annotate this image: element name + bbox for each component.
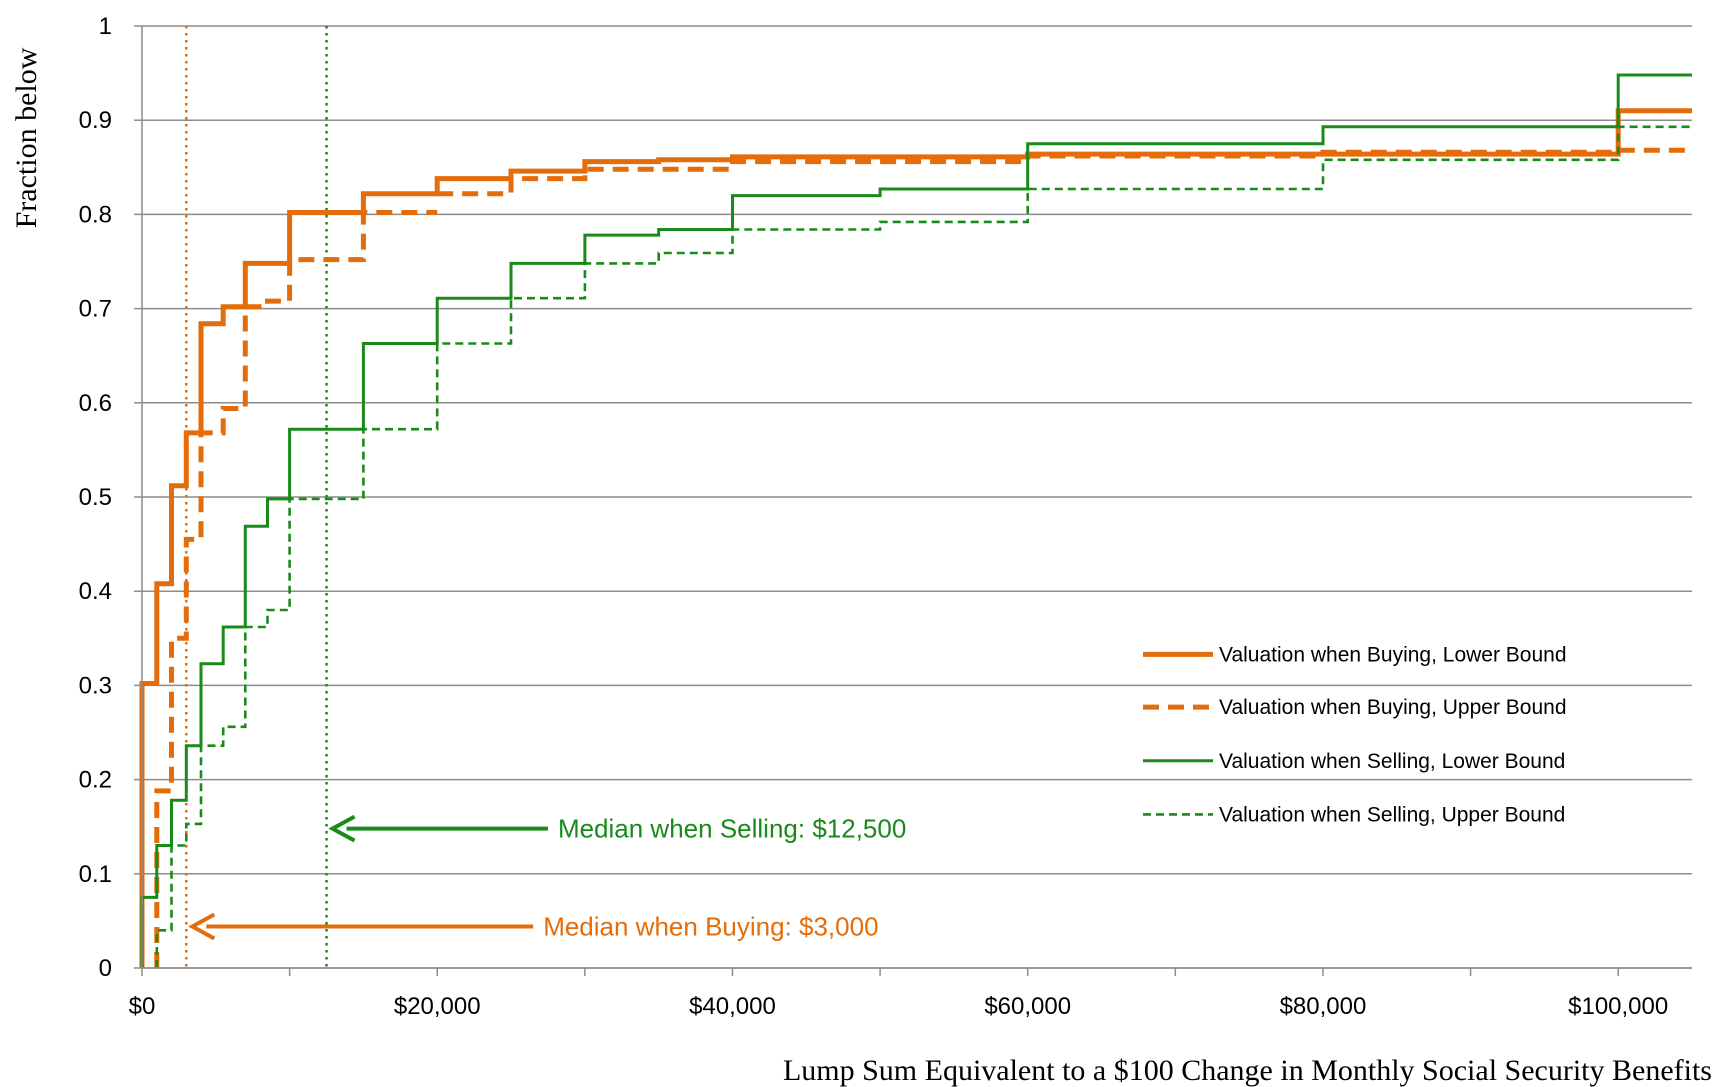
x-axis-title: Lump Sum Equivalent to a $100 Change in … [783,1054,1712,1087]
annotations: Median when Selling: $12,500 Median when … [188,814,906,942]
legend-label-0: Valuation when Buying, Lower Bound [1219,643,1567,666]
series-line-2 [140,73,1692,968]
x-tick-label-2: $40,000 [689,993,776,1020]
axes: 0 0.1 0.2 0.3 0.4 0.5 0.6 0.7 0.8 0.9 1 $0 $20,000 $4… [79,13,1692,1020]
y-tick-label-7: 0.7 [79,296,112,323]
annotation-label-1: Median when Buying: $3,000 [543,912,878,942]
series-line-0 [139,108,1692,968]
x-tick-label-1: $20,000 [394,993,481,1020]
annotation-arrow-head-1 [188,912,216,941]
x-tick-label-5: $100,000 [1568,993,1668,1020]
x-tick-label-4: $80,000 [1280,993,1367,1020]
annotation-arrow-head-0 [328,814,356,843]
legend-label-2: Valuation when Selling, Lower Bound [1219,750,1565,773]
y-tick-label-1: 0.1 [79,861,112,888]
annotation-label-0: Median when Selling: $12,500 [558,814,906,844]
y-tick-label-4: 0.4 [79,578,112,605]
y-axis-title: Fraction below [10,47,43,228]
series-lines [139,73,1692,968]
y-tick-label-2: 0.2 [79,767,112,794]
series-line-3 [155,125,1692,968]
series-line-1 [154,210,438,968]
y-tick-label-3: 0.3 [79,672,112,699]
x-tick-label-0: $0 [129,993,156,1020]
y-tick-label-5: 0.5 [79,484,112,511]
y-tick-label-10: 1 [99,13,112,40]
median-reference-lines [185,26,328,968]
x-tick-label-3: $60,000 [984,993,1071,1020]
legend-label-1: Valuation when Buying, Upper Bound [1219,696,1567,719]
legend-label-3: Valuation when Selling, Upper Bound [1219,803,1565,826]
legend: Valuation when Buying, Lower Bound Valuat… [1143,643,1567,826]
grid-lines [142,25,1692,969]
series-line-1-tail [437,147,1692,197]
y-tick-label-6: 0.6 [79,390,112,417]
y-tick-label-8: 0.8 [79,201,112,228]
y-tick-label-0: 0 [99,955,112,982]
y-tick-label-9: 0.9 [79,107,112,134]
